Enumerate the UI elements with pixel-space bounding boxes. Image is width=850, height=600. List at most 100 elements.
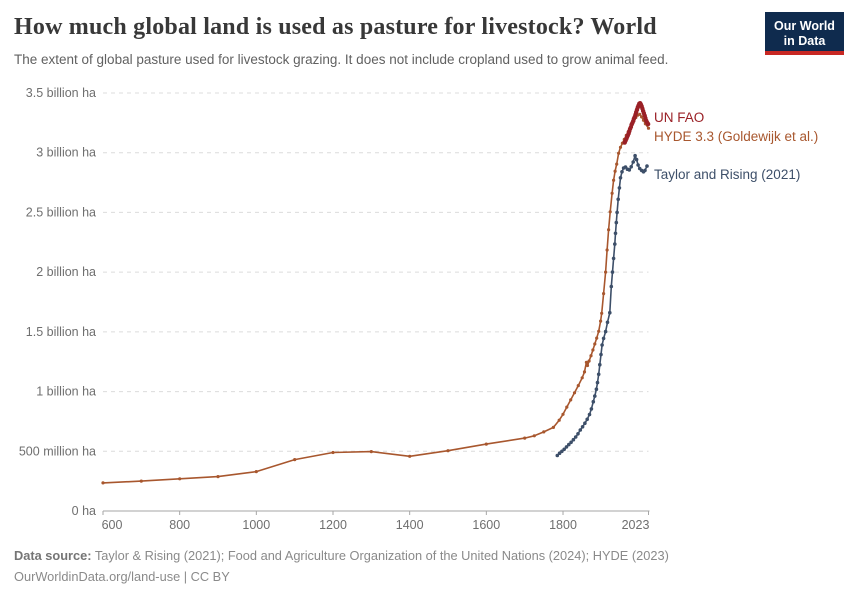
data-point[interactable]	[599, 352, 603, 357]
data-point[interactable]	[599, 319, 603, 323]
data-point[interactable]	[615, 162, 619, 166]
data-point[interactable]	[631, 160, 635, 164]
data-point[interactable]	[595, 336, 599, 340]
data-point[interactable]	[587, 359, 591, 363]
data-point[interactable]	[587, 412, 592, 417]
data-point[interactable]	[542, 430, 546, 434]
legend-label-taylor-and-rising-2021[interactable]: Taylor and Rising (2021)	[654, 166, 801, 182]
data-point[interactable]	[591, 348, 595, 352]
data-point[interactable]	[638, 112, 642, 116]
data-point[interactable]	[645, 121, 651, 127]
data-point[interactable]	[573, 435, 578, 439]
data-point[interactable]	[569, 398, 573, 402]
data-point[interactable]	[610, 270, 615, 274]
data-point[interactable]	[643, 168, 647, 173]
data-point[interactable]	[634, 157, 639, 162]
data-point[interactable]	[567, 442, 571, 447]
data-point[interactable]	[178, 477, 182, 481]
data-point[interactable]	[613, 231, 618, 236]
legend-label-un-fao[interactable]: UN FAO	[654, 109, 705, 125]
owid-logo[interactable]: Our World in Data	[765, 12, 844, 55]
data-point[interactable]	[564, 445, 569, 449]
data-point[interactable]	[578, 428, 583, 432]
data-point[interactable]	[101, 481, 105, 485]
data-point[interactable]	[585, 363, 590, 368]
series-taylor-and-rising-2021[interactable]	[555, 153, 649, 458]
data-point[interactable]	[636, 163, 640, 167]
data-point[interactable]	[613, 242, 617, 246]
series-hyde-3-3-goldewijk-et-al[interactable]	[101, 112, 651, 485]
data-point[interactable]	[582, 370, 587, 374]
data-point[interactable]	[598, 362, 602, 367]
data-point[interactable]	[617, 186, 622, 190]
data-point[interactable]	[532, 434, 536, 438]
data-point[interactable]	[616, 197, 620, 202]
data-point[interactable]	[611, 256, 616, 261]
data-point[interactable]	[589, 407, 594, 411]
data-point[interactable]	[605, 320, 610, 325]
data-point[interactable]	[618, 145, 623, 149]
data-point[interactable]	[645, 164, 649, 168]
data-point[interactable]	[640, 115, 644, 119]
data-point[interactable]	[216, 475, 220, 479]
data-point[interactable]	[612, 178, 616, 182]
data-point[interactable]	[551, 425, 556, 429]
data-point[interactable]	[583, 421, 587, 426]
data-point[interactable]	[591, 399, 596, 404]
data-point[interactable]	[580, 425, 585, 429]
data-point[interactable]	[589, 354, 593, 358]
data-point[interactable]	[618, 176, 623, 180]
data-point[interactable]	[561, 412, 565, 416]
data-point[interactable]	[562, 447, 566, 452]
data-point[interactable]	[408, 454, 412, 458]
data-point[interactable]	[608, 210, 612, 214]
data-point[interactable]	[576, 384, 580, 388]
data-point[interactable]	[629, 165, 633, 169]
data-point[interactable]	[600, 343, 604, 347]
data-point[interactable]	[595, 380, 600, 385]
data-point[interactable]	[585, 417, 589, 422]
data-point[interactable]	[620, 170, 624, 174]
data-point[interactable]	[646, 126, 651, 130]
data-point[interactable]	[293, 458, 297, 462]
data-point[interactable]	[614, 220, 619, 225]
data-point[interactable]	[593, 394, 597, 398]
data-point[interactable]	[627, 168, 632, 172]
data-point[interactable]	[557, 418, 561, 422]
data-point[interactable]	[580, 376, 584, 380]
series-un-fao[interactable]	[622, 101, 651, 145]
data-point[interactable]	[603, 329, 608, 334]
data-point[interactable]	[139, 479, 143, 483]
data-point[interactable]	[369, 450, 373, 454]
data-point[interactable]	[484, 442, 488, 446]
data-point[interactable]	[565, 405, 569, 409]
data-point[interactable]	[615, 210, 619, 215]
data-point[interactable]	[446, 449, 450, 453]
data-point[interactable]	[633, 153, 637, 158]
data-point[interactable]	[594, 387, 599, 392]
data-point[interactable]	[576, 432, 580, 436]
data-point[interactable]	[607, 228, 611, 232]
data-point[interactable]	[605, 248, 609, 252]
data-point[interactable]	[571, 437, 576, 442]
legend-label-hyde-3-3-goldewijk-et-al[interactable]: HYDE 3.3 (Goldewijk et al.)	[654, 129, 819, 145]
data-point[interactable]	[601, 336, 606, 341]
series-line-hyde-3-3-goldewijk-et-al[interactable]	[102, 113, 650, 484]
data-point[interactable]	[555, 453, 560, 458]
data-point[interactable]	[254, 470, 258, 474]
data-point[interactable]	[608, 310, 612, 315]
data-point[interactable]	[331, 450, 335, 455]
data-point[interactable]	[523, 436, 527, 440]
data-point[interactable]	[617, 151, 621, 155]
data-point[interactable]	[596, 372, 601, 377]
data-point[interactable]	[572, 391, 577, 395]
data-point[interactable]	[584, 360, 589, 364]
data-point[interactable]	[610, 191, 614, 195]
data-point[interactable]	[600, 311, 604, 315]
data-point[interactable]	[604, 270, 608, 274]
data-point[interactable]	[593, 342, 597, 346]
data-point[interactable]	[569, 440, 573, 445]
data-point[interactable]	[613, 169, 617, 173]
data-point[interactable]	[602, 292, 606, 296]
